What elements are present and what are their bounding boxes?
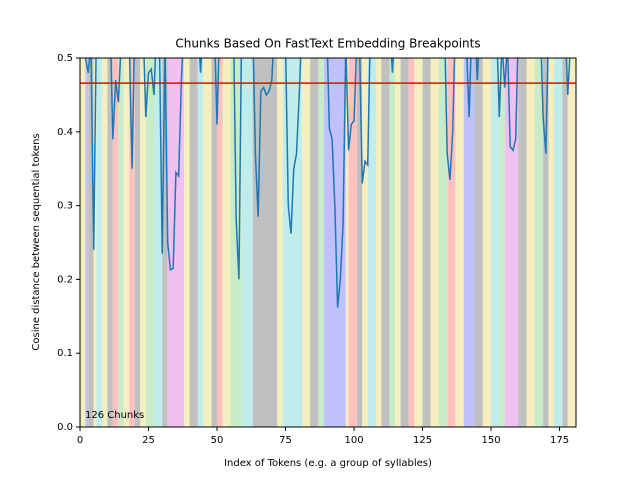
chunk-span	[211, 58, 218, 427]
chunk-span	[123, 58, 130, 427]
chunk-span	[345, 58, 349, 427]
chunk-span	[430, 58, 439, 427]
chunk-span	[310, 58, 319, 427]
chunk-span	[491, 58, 500, 427]
chunk-span	[381, 58, 390, 427]
chunk-span	[408, 58, 415, 427]
chunk-span	[167, 58, 185, 427]
chunk-span	[447, 58, 456, 427]
chunk-span	[356, 58, 363, 427]
x-axis-label: Index of Tokens (e.g. a group of syllabl…	[224, 458, 432, 469]
axes-frame	[79, 57, 577, 428]
chunk-span	[197, 58, 204, 427]
chunk-span	[318, 58, 324, 427]
y-tick-label: 0.4	[57, 127, 73, 138]
chunk-span	[567, 58, 576, 427]
chunk-span	[301, 58, 311, 427]
y-tick-label: 0.0	[57, 422, 73, 433]
chunk-span	[277, 58, 283, 427]
chunk-span	[526, 58, 535, 427]
chunk-span	[85, 58, 89, 427]
x-tick-label: 175	[550, 435, 569, 446]
chunk-span	[153, 58, 163, 427]
y-tick-label: 0.5	[57, 53, 73, 64]
chunk-span	[134, 58, 141, 427]
chunk-span	[414, 58, 423, 427]
chunk-span	[400, 58, 409, 427]
x-tick-label: 25	[142, 435, 155, 446]
x-tick-label: 125	[413, 435, 432, 446]
chunk-span	[203, 58, 212, 427]
chunk-span	[88, 58, 94, 427]
x-tick-label: 75	[279, 435, 292, 446]
chunk-span	[140, 58, 146, 427]
chunk-span	[438, 58, 448, 427]
x-tick-label: 50	[211, 435, 224, 446]
chunk-span	[543, 58, 549, 427]
chunk-span	[145, 58, 154, 427]
x-tick-label: 100	[344, 435, 363, 446]
chunk-span	[189, 58, 198, 427]
chunk-span	[362, 58, 368, 427]
chunk-span	[482, 58, 492, 427]
chunk-span	[367, 58, 376, 427]
x-tick-label: 150	[482, 435, 501, 446]
plot-area	[80, 58, 576, 308]
chunk-span	[504, 58, 519, 427]
y-tick-label: 0.1	[57, 348, 73, 359]
chunk-span	[554, 58, 563, 427]
chunk-span	[348, 58, 357, 427]
annotation: 126 Chunks	[85, 410, 144, 421]
chunk-span	[389, 58, 396, 427]
y-tick-label: 0.2	[57, 274, 73, 285]
y-axis-label: Cosine distance between sequential token…	[31, 133, 42, 350]
chunk-span	[518, 58, 527, 427]
chunk-span	[395, 58, 401, 427]
chunk-span	[101, 58, 108, 427]
chunk-span	[80, 58, 86, 427]
chart-title: Chunks Based On FastText Embedding Break…	[175, 37, 480, 51]
chunk-span	[323, 58, 346, 427]
line-series	[84, 58, 571, 308]
chunk-span	[534, 58, 544, 427]
chunk-span	[222, 58, 231, 427]
chunk-span	[252, 58, 278, 427]
x-tick-label: 0	[77, 435, 83, 446]
chunk-span	[474, 58, 483, 427]
chunk-span	[93, 58, 97, 427]
chunk-span	[184, 58, 190, 427]
y-tick-label: 0.3	[57, 201, 73, 212]
chunk-span	[422, 58, 431, 427]
chunk-span	[463, 58, 475, 427]
chunk-span	[230, 58, 242, 427]
chunk-span	[118, 58, 124, 427]
chunk-span	[96, 58, 102, 427]
chunk-span	[162, 58, 168, 427]
chunk-span	[455, 58, 464, 427]
chunk-span	[112, 58, 119, 427]
chunk-span	[499, 58, 505, 427]
chunk-span	[562, 58, 568, 427]
chunk-span	[375, 58, 382, 427]
chunk-span	[548, 58, 555, 427]
chunk-layer	[80, 58, 576, 427]
chunk-span	[217, 58, 223, 427]
chunk-span	[129, 58, 135, 427]
chunk-span	[107, 58, 113, 427]
chunk-span	[241, 58, 253, 427]
